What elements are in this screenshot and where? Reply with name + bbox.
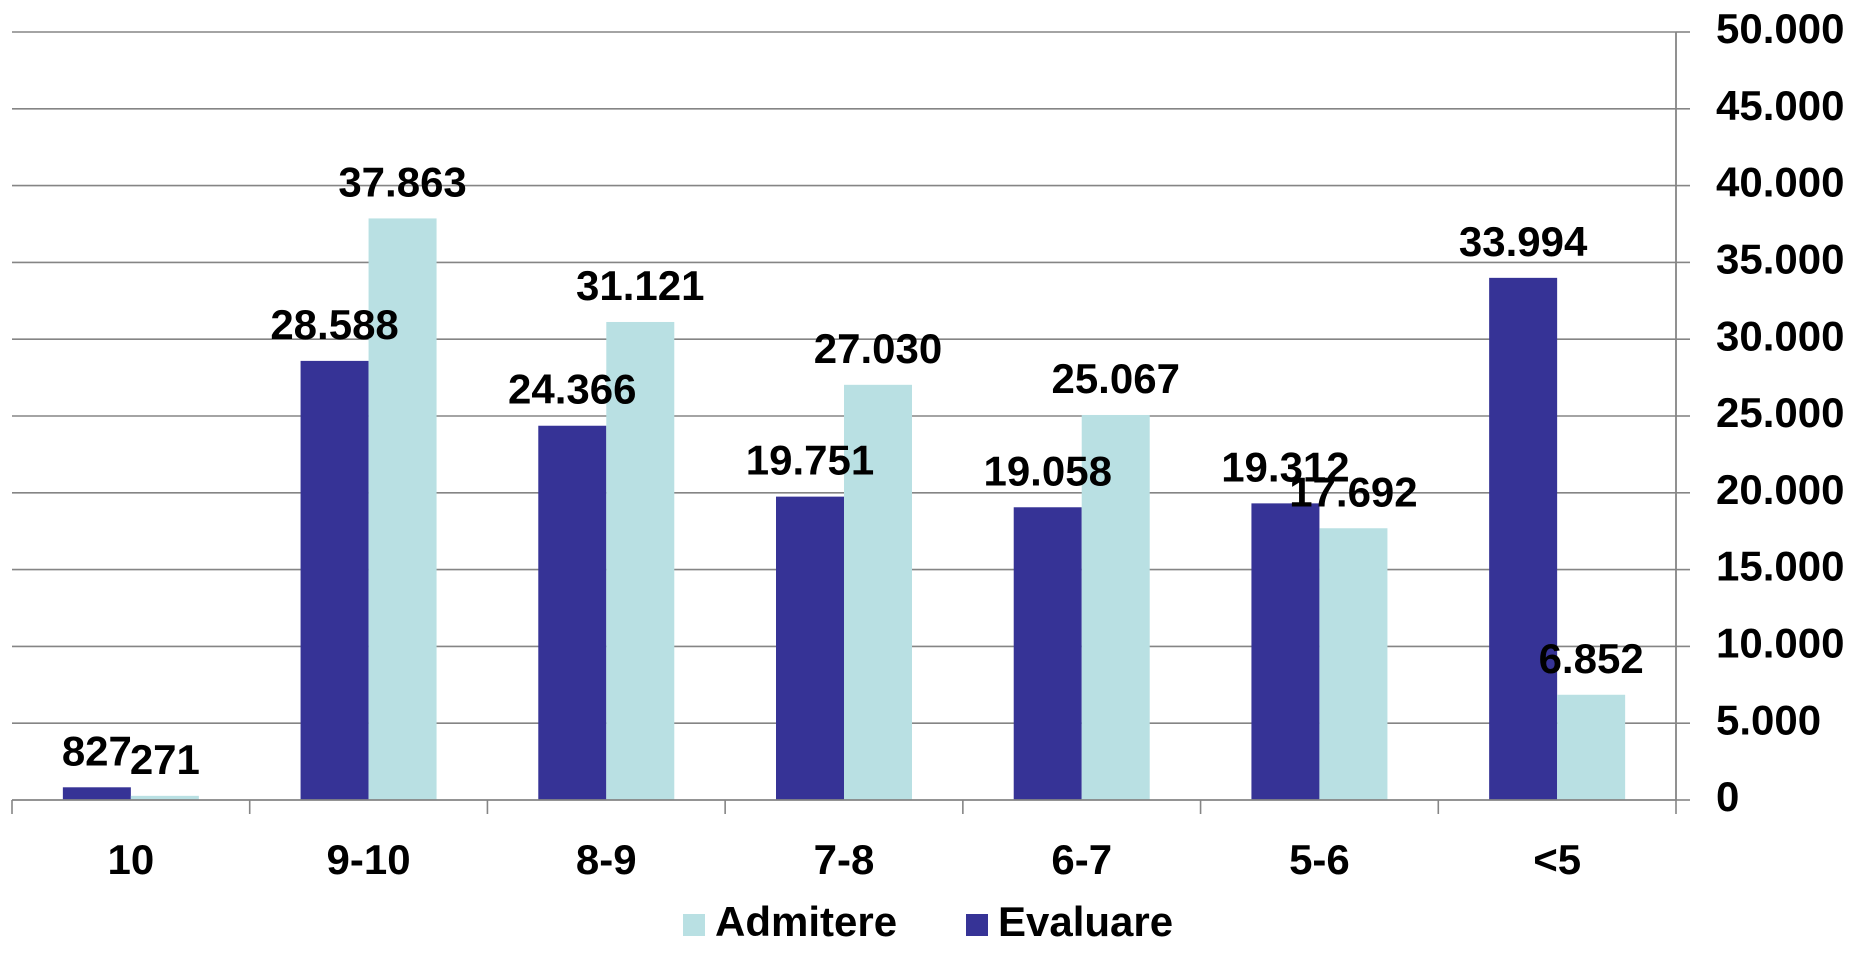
data-label-admitere: 17.692 xyxy=(1289,468,1417,515)
x-tick-label: 9-10 xyxy=(327,836,411,883)
y-tick-label: 20.000 xyxy=(1716,466,1844,513)
axes: 0 5.000 10.000 15.000 20.000 25.000 30.000 35.0… xyxy=(11,5,1844,883)
bar-admitere xyxy=(1319,528,1388,800)
data-label-evaluare: 19.058 xyxy=(983,447,1111,494)
y-tick-label: 5.000 xyxy=(1716,696,1821,743)
bar-evaluare xyxy=(1251,503,1320,800)
y-tick-label: 25.000 xyxy=(1716,389,1844,436)
data-label-evaluare: 19.312 xyxy=(1221,443,1349,490)
data-label-admitere: 6.852 xyxy=(1539,635,1644,682)
bar-evaluare xyxy=(62,787,131,800)
legend: Admitere Evaluare xyxy=(683,898,1173,945)
y-tick-label: 0 xyxy=(1716,773,1739,820)
legend-label-evaluare: Evaluare xyxy=(998,898,1173,945)
legend-swatch-admitere xyxy=(683,914,705,936)
y-tick-label: 10.000 xyxy=(1716,619,1844,666)
legend-swatch-evaluare xyxy=(966,914,988,936)
bar-evaluare xyxy=(300,360,369,800)
bar-evaluare xyxy=(538,425,607,800)
bar-admitere xyxy=(130,795,199,800)
bar-evaluare xyxy=(776,496,844,800)
data-label-admitere: 31.121 xyxy=(576,262,704,309)
y-tick-label: 50.000 xyxy=(1716,5,1844,52)
data-label-evaluare: 24.366 xyxy=(508,366,636,413)
bar-admitere xyxy=(606,321,675,800)
data-label-admitere: 25.067 xyxy=(1051,355,1179,402)
data-label-admitere: 271 xyxy=(130,736,200,783)
x-tick-label: 5-6 xyxy=(1289,836,1350,883)
bars-layer xyxy=(62,218,1626,800)
bar-evaluare xyxy=(1489,277,1558,800)
bar-evaluare xyxy=(1013,507,1082,800)
y-tick-label: 40.000 xyxy=(1716,159,1844,206)
y-tick-label: 15.000 xyxy=(1716,543,1844,590)
bar-admitere xyxy=(1557,694,1626,800)
y-tick-label: 35.000 xyxy=(1716,235,1844,282)
data-label-admitere: 37.863 xyxy=(338,158,466,205)
data-label-evaluare: 33.994 xyxy=(1459,218,1588,265)
y-tick-label: 45.000 xyxy=(1716,82,1844,129)
y-tick-label: 30.000 xyxy=(1716,312,1844,359)
legend-label-admitere: Admitere xyxy=(715,898,897,945)
bar-admitere xyxy=(844,384,912,800)
data-labels: 827 28.588 24.366 19.751 19.058 19.312 33.994 2… xyxy=(62,158,1644,782)
x-tick-label: 10 xyxy=(107,836,154,883)
bar-admitere xyxy=(1081,414,1150,800)
bar-admitere xyxy=(368,218,437,800)
x-tick-label: 7-8 xyxy=(814,836,875,883)
data-label-evaluare: 19.751 xyxy=(746,437,874,484)
data-label-evaluare: 827 xyxy=(62,727,132,774)
x-tick-label: 6-7 xyxy=(1051,836,1112,883)
x-tick-label: <5 xyxy=(1533,836,1581,883)
x-tick-label: 8-9 xyxy=(576,836,637,883)
data-label-admitere: 27.030 xyxy=(814,325,942,372)
data-label-evaluare: 28.588 xyxy=(270,301,398,348)
